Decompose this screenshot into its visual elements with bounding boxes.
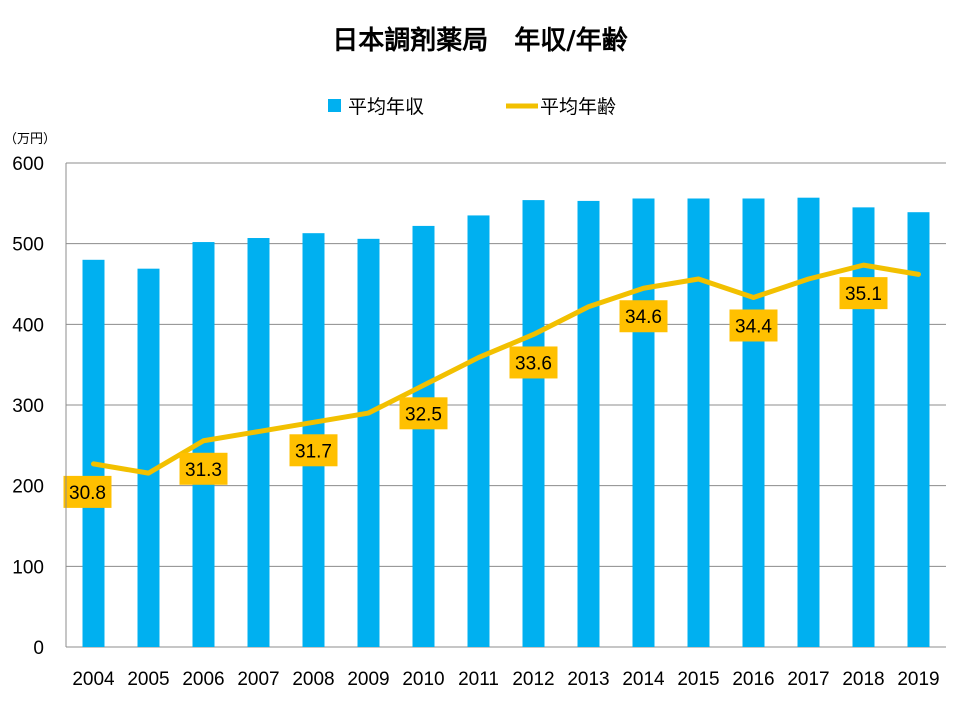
bar-2006 [192, 242, 215, 647]
bar-2019 [907, 212, 930, 647]
x-tick-label: 2011 [458, 669, 499, 690]
data-label: 31.3 [185, 460, 222, 481]
bar-2011 [467, 215, 490, 647]
data-label: 32.5 [405, 404, 442, 425]
x-tick-label: 2012 [512, 669, 554, 690]
data-label-box [619, 300, 668, 333]
x-tick-label: 2014 [622, 669, 665, 690]
x-tick-label: 2005 [127, 669, 169, 690]
y-tick-label: 200 [12, 477, 44, 498]
x-tick-label: 2016 [732, 669, 774, 690]
bar-2005 [137, 268, 160, 647]
bar-2007 [247, 238, 270, 647]
y-unit-label: （万円） [4, 132, 56, 147]
legend: 平均年収 平均年齢 [328, 96, 616, 118]
legend-swatch-bar [328, 99, 341, 112]
x-tick-label: 2007 [237, 669, 279, 690]
bar-2012 [522, 200, 545, 647]
bar-2015 [687, 198, 710, 647]
y-tick-label: 0 [33, 638, 44, 659]
data-label: 34.6 [625, 307, 662, 328]
chart-title: 日本調剤薬局 年収/年齢 [332, 26, 628, 56]
age-line [91, 262, 921, 476]
x-tick-label: 2013 [567, 669, 609, 690]
y-tick-label: 100 [12, 557, 44, 578]
bar-2014 [632, 198, 655, 647]
legend-label-line: 平均年齢 [540, 96, 616, 118]
y-tick-label: 300 [12, 396, 44, 417]
data-label-box [289, 434, 338, 467]
bar-2010 [412, 225, 435, 648]
x-tick-label: 2009 [347, 669, 389, 690]
data-label-box [179, 452, 228, 485]
bar-2016 [742, 198, 765, 647]
bar-2017 [797, 197, 820, 648]
x-tick-label: 2019 [897, 669, 939, 690]
y-tick-label: 400 [12, 315, 44, 336]
bar-2009 [357, 238, 380, 647]
x-tick-label: 2006 [182, 669, 224, 690]
bar-2013 [577, 200, 600, 647]
y-tick-label: 600 [12, 154, 44, 175]
line-series [91, 262, 921, 476]
axes: 0 100 200 300 400 500 600 （万円） 2004 2005 2006 2007 2… [4, 132, 940, 690]
x-tick-label: 2004 [72, 669, 115, 690]
x-tick-label: 2010 [402, 669, 444, 690]
x-tick-label: 2017 [787, 669, 829, 690]
data-label-box [729, 309, 778, 342]
data-label: 30.8 [69, 483, 106, 504]
legend-label-bar: 平均年収 [348, 96, 424, 118]
x-tick-label: 2015 [677, 669, 719, 690]
data-label-box [839, 277, 888, 310]
bar-2004 [82, 259, 105, 647]
data-label: 31.7 [295, 441, 332, 462]
data-label-box [63, 475, 112, 508]
data-label-box [399, 397, 448, 430]
data-label-box [509, 346, 558, 379]
data-label: 34.4 [735, 316, 772, 337]
data-labels: 30.8 31.3 31.7 32.5 33.6 34.6 34.4 35.1 [63, 277, 888, 508]
data-label: 35.1 [845, 284, 882, 305]
x-tick-label: 2018 [842, 669, 884, 690]
bar-2018 [852, 207, 875, 647]
data-label: 33.6 [515, 353, 552, 374]
x-tick-label: 2008 [292, 669, 334, 690]
bar-series [82, 197, 930, 648]
y-tick-label: 500 [12, 235, 44, 256]
